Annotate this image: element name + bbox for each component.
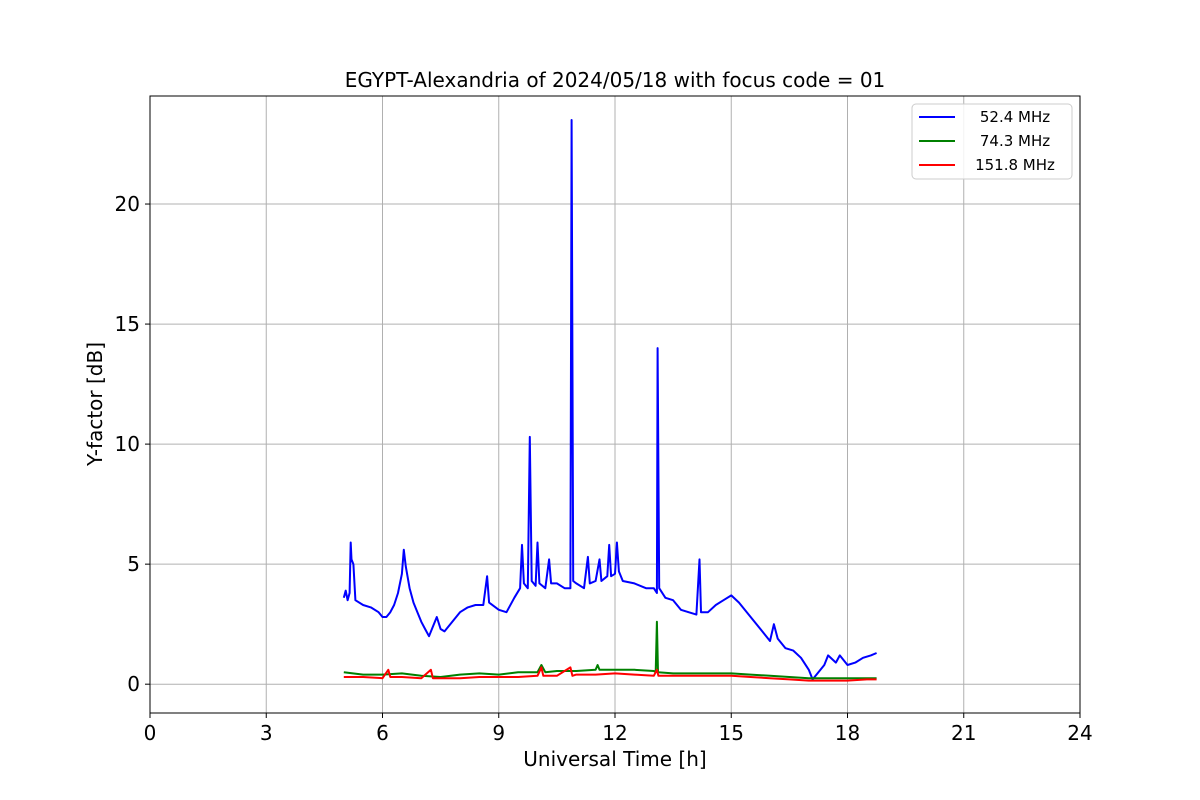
x-tick-label: 12	[602, 721, 627, 745]
series-line-2	[343, 620, 877, 680]
x-tick-label: 0	[144, 721, 157, 745]
grid	[149, 96, 1081, 713]
y-tick-label: 0	[127, 672, 140, 696]
series-line-1	[342, 119, 877, 681]
series-lines	[342, 119, 877, 682]
x-tick-label: 15	[719, 721, 744, 745]
legend: 52.4 MHz 74.3 MHz 151.8 MHz	[911, 103, 1073, 180]
axis-ticks: 0 3 6 9 12 15 18 21 24 0 5 10 15 20	[115, 192, 1093, 745]
y-axis-label: Y-factor [dB]	[83, 342, 107, 467]
x-tick-label: 9	[492, 721, 505, 745]
x-tick-label: 3	[260, 721, 273, 745]
x-tick-label: 24	[1067, 721, 1092, 745]
x-tick-label: 6	[376, 721, 389, 745]
y-tick-label: 15	[115, 312, 140, 336]
y-tick-label: 10	[115, 432, 140, 456]
legend-label: 74.3 MHz	[980, 132, 1050, 150]
legend-box	[911, 103, 1073, 180]
y-tick-label: 5	[127, 552, 140, 576]
legend-label: 151.8 MHz	[975, 156, 1055, 174]
y-tick-label: 20	[115, 192, 140, 216]
series-line-3	[343, 666, 877, 682]
legend-label: 52.4 MHz	[980, 108, 1050, 126]
x-tick-label: 18	[835, 721, 860, 745]
x-tick-label: 21	[951, 721, 976, 745]
x-axis-label: Universal Time [h]	[523, 747, 706, 771]
chart-title: EGYPT-Alexandria of 2024/05/18 with focu…	[345, 68, 886, 92]
